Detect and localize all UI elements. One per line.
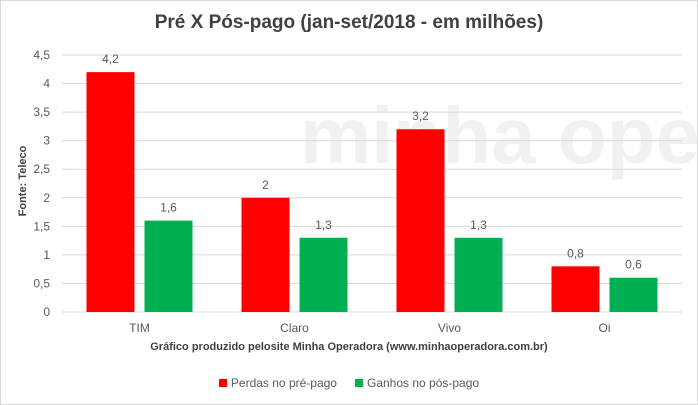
bar-oi-gains [609, 277, 658, 312]
legend-label: Ganhos no pós-pago [366, 376, 480, 390]
bar-oi-losses [551, 266, 600, 312]
chart-title: Pré X Pós-pago (jan-set/2018 - em milhõe… [154, 12, 544, 33]
y-tick-label: 2,5 [33, 162, 50, 176]
legend-swatch-green [354, 379, 363, 387]
bar-tim-losses [86, 72, 135, 312]
y-tick-label: 1,5 [33, 219, 50, 233]
x-axis-label: Gráfico produzido pelosite Minha Operado… [150, 341, 548, 353]
data-label: 3,2 [412, 109, 429, 123]
y-tick-label: 1 [43, 248, 50, 262]
bar-vivo-losses [396, 129, 445, 312]
y-tick-label: 3 [43, 134, 50, 148]
y-tick-label: 0,5 [33, 276, 50, 290]
legend-item-losses: Perdas no pré-pago [218, 376, 337, 390]
x-tick-label: Vivo [438, 321, 461, 335]
y-tick-label: 3,5 [33, 105, 50, 119]
y-tick-label: 2 [43, 191, 50, 205]
data-label: 1,3 [470, 218, 487, 232]
y-tick-label: 0 [43, 305, 50, 319]
data-label: 1,3 [315, 218, 332, 232]
legend: Perdas no pré-pago Ganhos no pós-pago [0, 376, 698, 390]
bar-tim-gains [144, 220, 193, 312]
bar-claro-gains [299, 237, 348, 312]
x-tick-label: TIM [129, 321, 150, 335]
data-label: 2 [262, 178, 269, 192]
y-tick-label: 4,5 [33, 48, 50, 62]
legend-label: Perdas no pré-pago [230, 376, 337, 390]
x-tick-label: Oi [599, 321, 611, 335]
data-label: 1,6 [160, 201, 177, 215]
legend-item-gains: Ganhos no pós-pago [354, 376, 480, 390]
watermark-logo: minha operadora [300, 91, 698, 180]
bar-vivo-gains [454, 237, 503, 312]
bar-claro-losses [241, 197, 290, 312]
data-label: 4,2 [102, 52, 119, 66]
data-label: 0,8 [567, 246, 584, 260]
legend-swatch-red [218, 379, 227, 387]
data-label: 0,6 [625, 258, 642, 272]
y-tick-label: 4 [43, 77, 50, 91]
x-tick-label: Claro [280, 321, 309, 335]
